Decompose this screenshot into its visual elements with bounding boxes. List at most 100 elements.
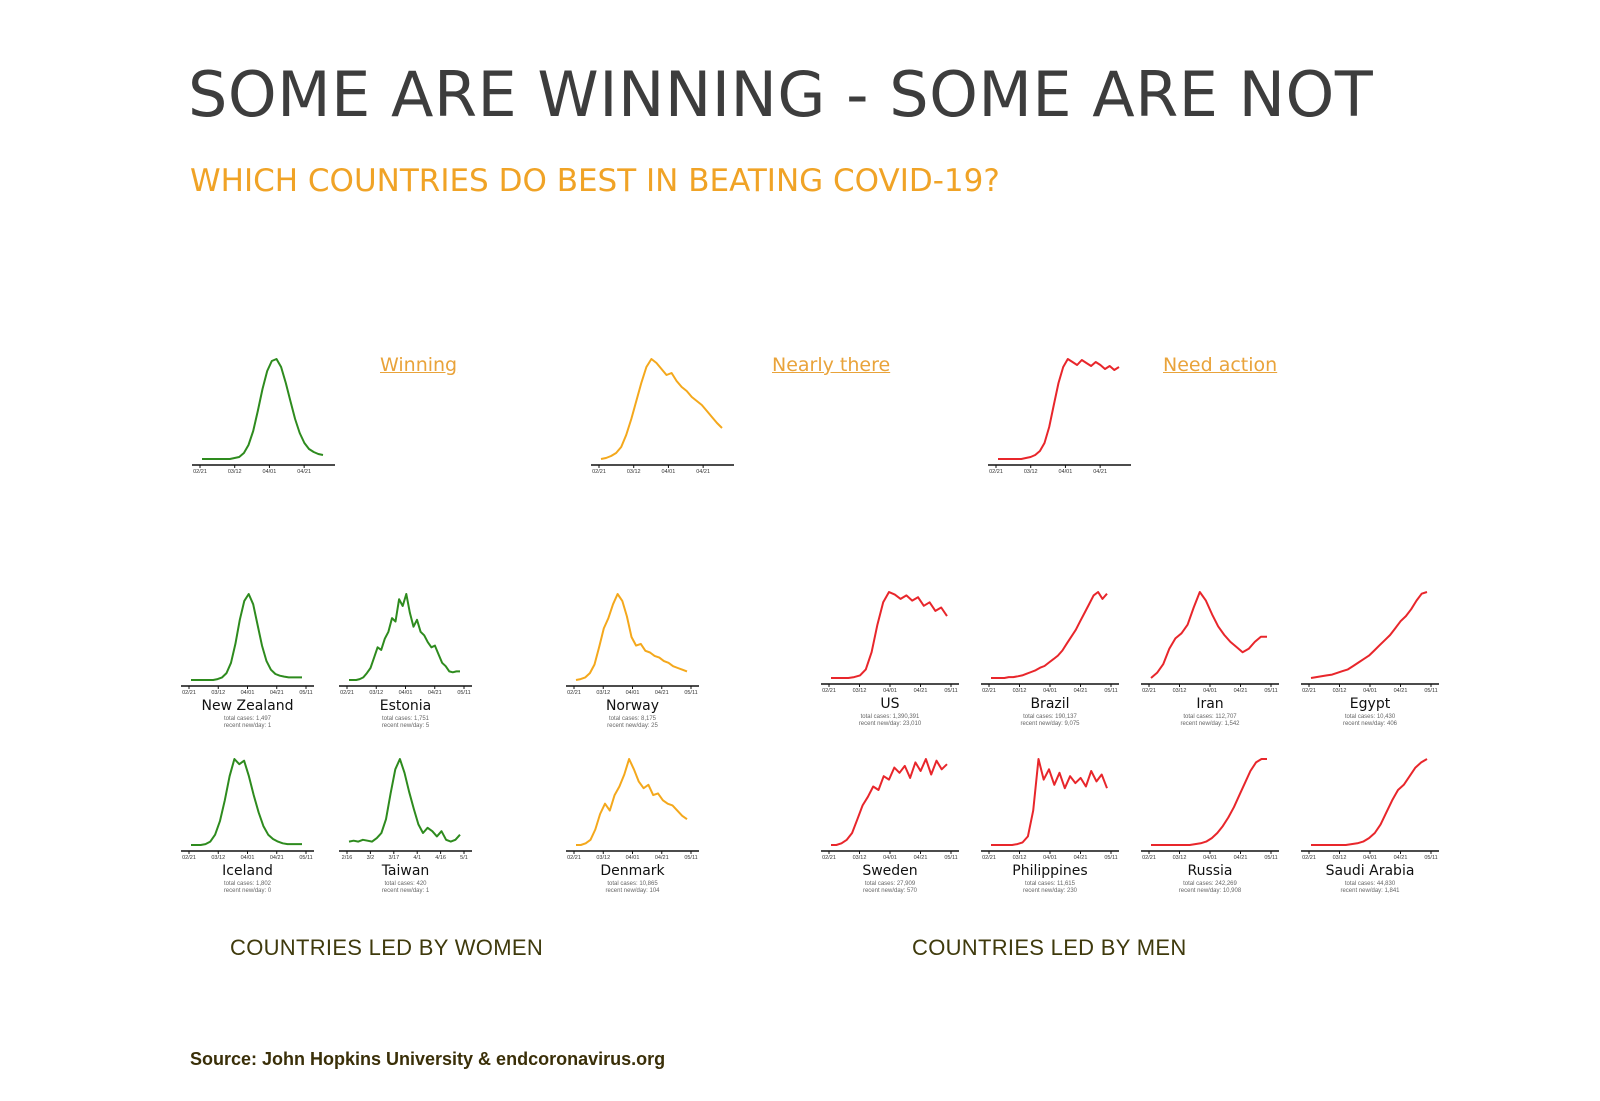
x-tick-label-us: 05/11: [944, 688, 957, 694]
total-cases-denmark: total cases: 10,865: [607, 881, 658, 887]
x-tick-label-iran: 05/11: [1264, 688, 1277, 694]
x-tick-label-estonia: 05/11: [457, 690, 470, 696]
x-tick-label-new-zealand: 04/01: [241, 690, 255, 696]
x-tick-label-egypt: 04/21: [1394, 688, 1408, 694]
recent-new-per-day-saudi-arabia: recent new/day: 1,841: [1340, 888, 1400, 894]
total-cases-estonia: total cases: 1,751: [382, 716, 430, 722]
x-tick-label-winning: 02/21: [193, 469, 207, 475]
series-line-estonia: [349, 593, 460, 681]
total-cases-norway: total cases: 8,175: [609, 716, 657, 722]
recent-new-per-day-norway: recent new/day: 25: [607, 723, 658, 729]
x-tick-label-norway: 04/21: [655, 690, 669, 696]
x-tick-label-saudi-arabia: 04/21: [1394, 855, 1408, 861]
total-cases-sweden: total cases: 27,909: [865, 881, 916, 887]
recent-new-per-day-new-zealand: recent new/day: 1: [224, 723, 272, 729]
x-tick-label-denmark: 04/01: [626, 855, 640, 861]
x-tick-label-sweden: 02/21: [822, 855, 836, 861]
group-label-men: COUNTRIES LED BY MEN: [912, 935, 1187, 960]
country-name-norway: Norway: [606, 698, 659, 714]
x-tick-label-estonia: 04/01: [399, 690, 413, 696]
legend-nearly-there-label: Nearly there: [772, 354, 891, 376]
x-tick-label-iran: 04/21: [1234, 688, 1248, 694]
x-tick-label-russia: 05/11: [1264, 855, 1277, 861]
x-tick-label-taiwan: 3/17: [388, 855, 399, 861]
x-tick-label-iran: 04/01: [1203, 688, 1217, 694]
series-line-philippines: [991, 758, 1108, 846]
country-name-iran: Iran: [1196, 696, 1223, 712]
recent-new-per-day-philippines: recent new/day: 230: [1023, 888, 1078, 894]
legend-need-action-label: Need action: [1163, 354, 1278, 376]
series-line-iran: [1150, 591, 1267, 679]
country-name-estonia: Estonia: [380, 698, 432, 714]
x-tick-label-taiwan: 3/2: [367, 855, 375, 861]
x-tick-label-sweden: 04/21: [914, 855, 928, 861]
x-tick-label-saudi-arabia: 03/12: [1333, 855, 1347, 861]
x-tick-label-norway: 05/11: [684, 690, 697, 696]
total-cases-russia: total cases: 242,269: [1183, 881, 1237, 887]
x-tick-label-brazil: 03/12: [1013, 688, 1027, 694]
country-name-russia: Russia: [1187, 863, 1232, 879]
country-name-taiwan: Taiwan: [381, 863, 430, 879]
x-tick-label-need-action: 02/21: [989, 469, 1003, 475]
x-tick-label-estonia: 03/12: [369, 690, 383, 696]
x-tick-label-sweden: 04/01: [883, 855, 897, 861]
x-tick-label-norway: 03/12: [596, 690, 610, 696]
x-tick-label-nearly-there: 04/21: [696, 469, 710, 475]
country-name-new-zealand: New Zealand: [202, 698, 294, 714]
total-cases-philippines: total cases: 11,615: [1025, 881, 1076, 887]
total-cases-iran: total cases: 112,707: [1183, 714, 1237, 720]
x-tick-label-nearly-there: 04/01: [662, 469, 676, 475]
x-tick-label-denmark: 04/21: [655, 855, 669, 861]
x-tick-label-us: 04/01: [883, 688, 897, 694]
x-tick-label-us: 03/12: [853, 688, 867, 694]
series-line-denmark: [576, 758, 688, 846]
x-tick-label-need-action: 04/21: [1093, 469, 1107, 475]
x-tick-label-russia: 03/12: [1173, 855, 1187, 861]
x-tick-label-philippines: 02/21: [982, 855, 996, 861]
series-line-winning: [202, 358, 324, 460]
x-tick-label-taiwan: 4/16: [435, 855, 446, 861]
x-tick-label-winning: 04/21: [297, 469, 311, 475]
recent-new-per-day-denmark: recent new/day: 104: [605, 888, 660, 894]
total-cases-iceland: total cases: 1,802: [224, 881, 272, 887]
x-tick-label-us: 02/21: [822, 688, 836, 694]
series-line-russia: [1151, 758, 1267, 846]
x-tick-label-russia: 04/21: [1234, 855, 1248, 861]
series-line-saudi-arabia: [1311, 758, 1428, 846]
x-tick-label-egypt: 03/12: [1333, 688, 1347, 694]
x-tick-label-brazil: 05/11: [1104, 688, 1117, 694]
total-cases-saudi-arabia: total cases: 44,830: [1345, 881, 1396, 887]
x-tick-label-philippines: 03/12: [1013, 855, 1027, 861]
x-tick-label-iceland: 02/21: [182, 855, 196, 861]
x-tick-label-saudi-arabia: 02/21: [1302, 855, 1316, 861]
x-tick-label-new-zealand: 04/21: [270, 690, 284, 696]
country-name-us: US: [880, 696, 899, 712]
x-tick-label-egypt: 02/21: [1302, 688, 1316, 694]
recent-new-per-day-estonia: recent new/day: 5: [382, 723, 430, 729]
x-tick-label-brazil: 04/21: [1074, 688, 1088, 694]
x-tick-label-saudi-arabia: 05/11: [1424, 855, 1437, 861]
recent-new-per-day-egypt: recent new/day: 406: [1343, 721, 1398, 727]
x-tick-label-winning: 04/01: [263, 469, 277, 475]
x-tick-label-iceland: 04/21: [270, 855, 284, 861]
x-tick-label-iran: 02/21: [1142, 688, 1156, 694]
x-tick-label-russia: 04/01: [1203, 855, 1217, 861]
series-line-need-action: [998, 358, 1120, 460]
x-tick-label-norway: 02/21: [567, 690, 581, 696]
x-tick-label-russia: 02/21: [1142, 855, 1156, 861]
x-tick-label-new-zealand: 02/21: [182, 690, 196, 696]
recent-new-per-day-iceland: recent new/day: 0: [224, 888, 272, 894]
recent-new-per-day-sweden: recent new/day: 570: [863, 888, 918, 894]
country-name-philippines: Philippines: [1012, 863, 1087, 879]
x-tick-label-brazil: 04/01: [1043, 688, 1057, 694]
series-line-sweden: [831, 758, 948, 846]
country-name-iceland: Iceland: [222, 863, 273, 879]
page-subtitle: WHICH COUNTRIES DO BEST IN BEATING COVID…: [190, 163, 1000, 199]
total-cases-new-zealand: total cases: 1,497: [224, 716, 272, 722]
x-tick-label-norway: 04/01: [626, 690, 640, 696]
x-tick-label-need-action: 03/12: [1024, 469, 1038, 475]
x-tick-label-philippines: 05/11: [1104, 855, 1117, 861]
series-line-taiwan: [348, 758, 461, 843]
x-tick-label-nearly-there: 02/21: [592, 469, 606, 475]
x-tick-label-egypt: 05/11: [1424, 688, 1437, 694]
